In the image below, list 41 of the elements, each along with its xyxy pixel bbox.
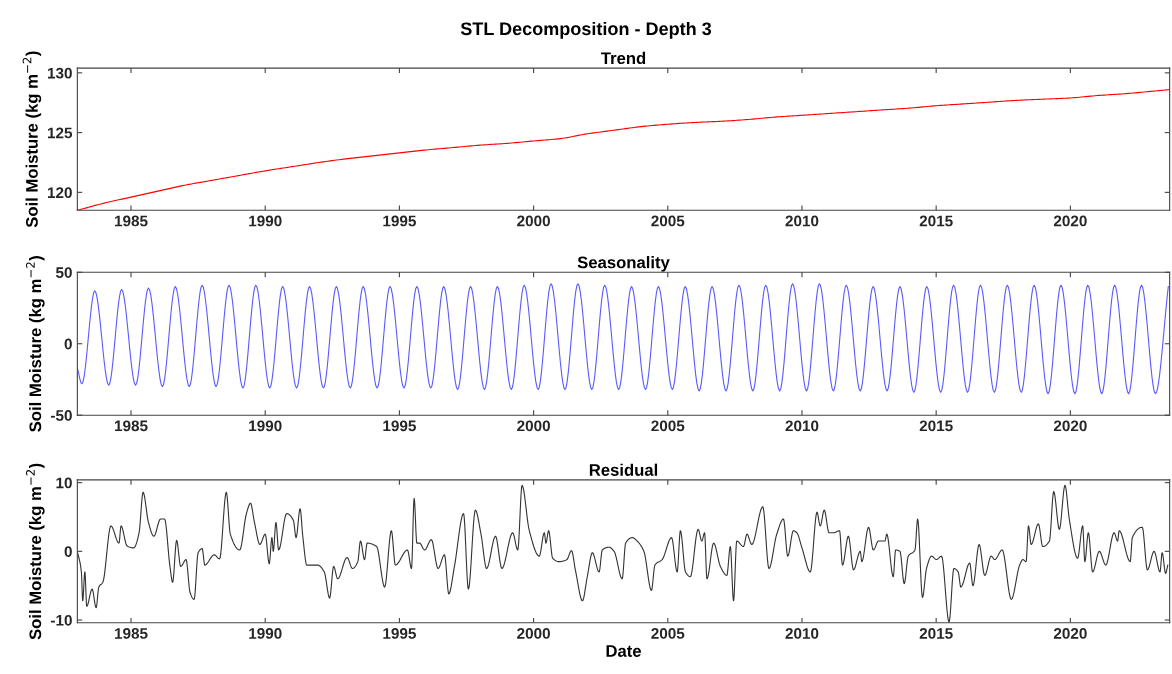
x-tick-label: 1995 (383, 420, 416, 432)
chart-subtitle: Seasonality (577, 256, 670, 272)
x-tick-label: 2010 (785, 215, 819, 227)
x-tick-label: 2015 (919, 420, 953, 432)
x-tick-label: 2015 (919, 628, 953, 639)
chart-subtitle: Trend (601, 51, 646, 65)
y-tick-label: 50 (55, 267, 72, 278)
x-tick-label: 2005 (651, 215, 685, 227)
y-tick-label: 125 (47, 127, 73, 139)
x-tick-label: 1985 (115, 215, 148, 227)
x-tick-label: 2000 (517, 215, 550, 227)
y-tick-label: 0 (64, 546, 72, 558)
y-axis-title: Soil Moisture (kg m$^{−2}$) (26, 463, 45, 640)
x-tick-label: 1990 (249, 420, 282, 432)
x-tick-label: 1985 (115, 628, 148, 639)
y-tick-label: 10 (56, 477, 72, 489)
x-tick-label: 1985 (115, 420, 148, 432)
x-tick-label: 2005 (651, 628, 685, 639)
y-axis-title: Soil Moisture (kg m$^{−2}$) (22, 51, 42, 228)
x-tick-label: 2000 (517, 420, 550, 432)
x-tick-label: 2010 (785, 420, 819, 432)
y-tick-label: 120 (47, 187, 72, 199)
y-tick-label: 0 (64, 338, 72, 350)
x-tick-label: 2000 (517, 628, 550, 639)
y-tick-label: -50 (51, 410, 72, 421)
x-tick-label: 2020 (1053, 420, 1087, 432)
x-tick-label: 2020 (1053, 628, 1087, 639)
chart-title: STL Decomposition - Depth 3 (460, 21, 712, 39)
x-tick-label: 1995 (383, 215, 416, 227)
y-axis-title: Soil Moisture (kg m$^{−2}$) (26, 256, 45, 432)
x-tick-label: 2015 (919, 215, 953, 227)
x-tick-label: 1995 (383, 628, 416, 639)
x-tick-label: 2020 (1053, 215, 1087, 227)
x-tick-label: 2005 (651, 420, 685, 432)
x-tick-label: 1990 (249, 628, 282, 639)
chart-subtitle: Residual (589, 463, 658, 476)
x-axis-title: Date (606, 645, 641, 657)
x-tick-label: 2010 (785, 628, 819, 639)
y-tick-label: -10 (51, 614, 72, 626)
x-tick-label: 1990 (249, 215, 282, 227)
y-tick-label: 130 (47, 67, 72, 79)
